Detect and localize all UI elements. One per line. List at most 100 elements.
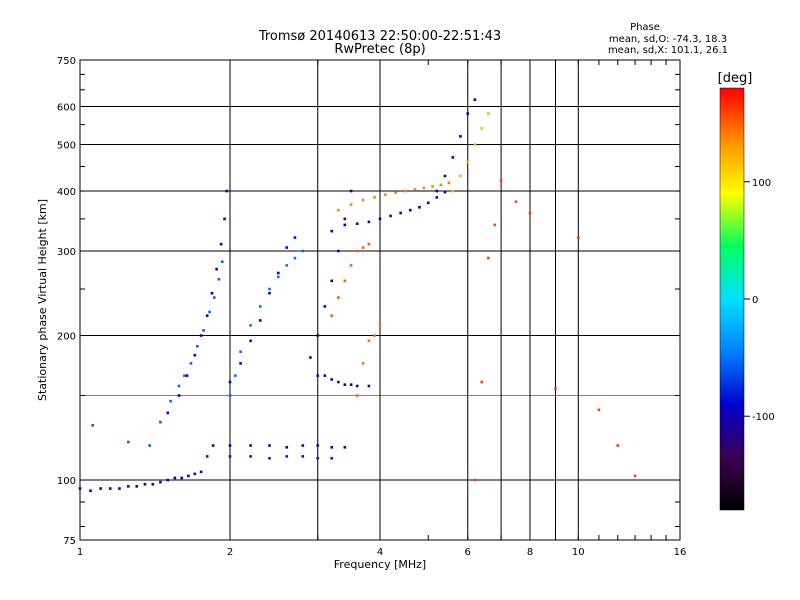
data-point	[143, 482, 147, 486]
data-point	[99, 487, 102, 490]
data-point	[126, 485, 130, 488]
data-point	[493, 223, 497, 227]
x-tick-label: 1	[77, 547, 83, 558]
colorbar	[719, 87, 745, 511]
data-point	[361, 246, 365, 249]
data-point	[258, 319, 262, 322]
y-tick-label: 750	[57, 56, 76, 67]
data-point	[473, 98, 477, 101]
data-point	[228, 380, 232, 384]
data-point	[220, 260, 224, 264]
x-tick-label: 8	[527, 547, 533, 558]
data-point	[217, 277, 221, 281]
data-point	[285, 246, 289, 249]
data-point	[367, 339, 371, 343]
data-point	[480, 127, 484, 130]
data-point	[151, 482, 155, 486]
data-point	[185, 374, 189, 377]
x-tick-label: 4	[377, 547, 383, 558]
data-point	[205, 314, 209, 317]
y-axis-label: Stationary phase Virtual Height [km]	[36, 199, 49, 401]
data-point	[169, 399, 172, 403]
data-point	[337, 249, 340, 253]
data-point	[422, 186, 426, 190]
data-point	[408, 208, 412, 212]
data-point	[447, 181, 451, 185]
data-point	[293, 256, 297, 260]
data-point	[404, 189, 407, 193]
axis-ticks: 1 2 4 6 8 10 16 75 100 200 300 400 500 600 750	[57, 56, 686, 558]
data-point	[343, 279, 347, 283]
data-point	[301, 249, 305, 253]
data-point	[199, 334, 203, 337]
y-tick-label: 600	[57, 103, 76, 114]
data-point	[234, 374, 237, 377]
data-point	[487, 256, 490, 260]
data-point	[183, 374, 186, 377]
data-point	[466, 112, 470, 115]
data-point	[301, 455, 305, 458]
data-point	[180, 476, 184, 480]
data-point	[361, 362, 365, 365]
data-point	[337, 296, 340, 299]
data-point	[316, 456, 320, 460]
y-tick-label: 75	[63, 536, 76, 547]
data-point	[373, 334, 376, 337]
data-point	[228, 455, 232, 458]
data-point	[225, 189, 229, 193]
data-point	[330, 229, 334, 233]
data-point	[223, 217, 226, 221]
data-point	[285, 455, 289, 458]
data-point	[576, 236, 580, 239]
data-point	[89, 489, 92, 493]
data-point	[249, 455, 252, 458]
data-point	[394, 191, 397, 194]
data-point	[285, 446, 289, 449]
data-point	[215, 267, 218, 271]
data-point	[378, 217, 382, 221]
data-point	[473, 143, 477, 146]
data-point	[399, 211, 402, 215]
data-point	[554, 387, 557, 390]
data-point	[451, 156, 455, 159]
y-tick-label: 100	[57, 476, 76, 487]
y-tick-label: 200	[57, 332, 76, 343]
data-point	[373, 196, 376, 199]
data-point	[166, 411, 170, 415]
data-point	[276, 271, 280, 275]
y-tick-label: 300	[57, 247, 76, 258]
data-point	[135, 485, 139, 488]
data-point	[268, 287, 271, 291]
data-point	[597, 408, 601, 412]
data-point	[189, 362, 193, 365]
data-point	[435, 189, 439, 193]
data-point	[426, 201, 430, 205]
data-point	[193, 353, 197, 357]
data-point	[384, 193, 387, 197]
data-point	[323, 374, 327, 377]
data-point	[343, 217, 347, 221]
data-point	[337, 380, 340, 384]
colorbar-tick-label: 0	[752, 295, 758, 306]
data-point	[499, 179, 503, 183]
data-point	[166, 478, 170, 482]
data-point	[343, 383, 347, 386]
data-point	[219, 242, 223, 246]
data-point	[616, 444, 620, 447]
data-point	[473, 478, 477, 482]
data-point	[196, 344, 199, 348]
data-point	[349, 189, 353, 193]
data-point	[301, 444, 305, 447]
x-tick-label: 2	[227, 547, 233, 558]
data-point	[451, 189, 455, 193]
data-point	[159, 420, 162, 424]
data-point	[211, 444, 215, 447]
data-point	[316, 334, 320, 337]
data-point	[330, 446, 334, 449]
data-point	[337, 208, 340, 212]
data-point	[187, 474, 190, 478]
data-point	[355, 249, 359, 253]
data-point	[177, 394, 181, 397]
data-point	[258, 305, 262, 308]
